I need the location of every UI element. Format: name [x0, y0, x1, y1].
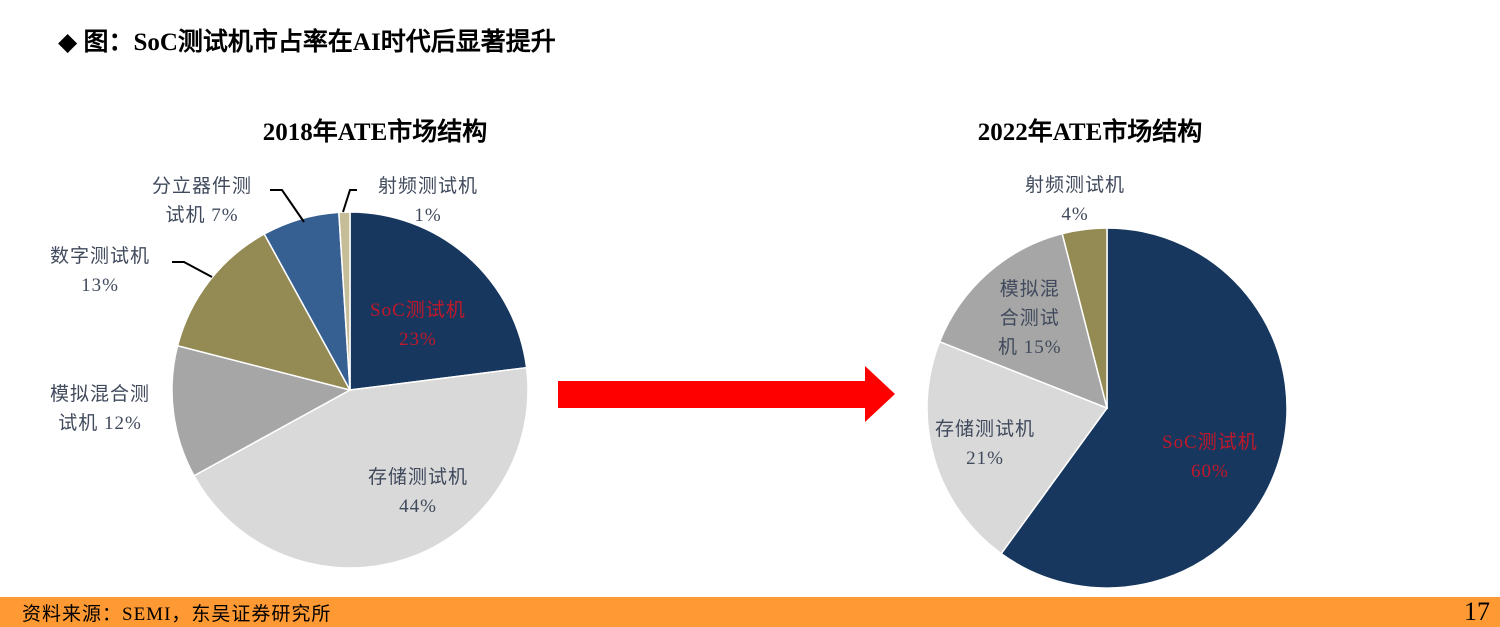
figure-title: ◆ 图：SoC测试机市占率在AI时代后显著提升 — [58, 29, 556, 56]
label-rf-2022: 射频测试机 4% — [1025, 175, 1126, 225]
pie-slice — [349, 211, 528, 391]
label-soc-2022: SoC测试机 60% — [1162, 432, 1258, 482]
pie-slice — [192, 366, 529, 569]
label-storage-2018: 存储测试机 44% — [368, 467, 469, 517]
pie-slice — [338, 211, 351, 391]
label-discrete-2018: 分立器件测 试机 7% — [152, 176, 253, 226]
footer-bar: 资料来源：SEMI，东吴证券研究所 17 — [0, 597, 1500, 627]
pie-slice — [938, 232, 1109, 410]
pie-2018 — [171, 211, 529, 569]
source-note: 资料来源：SEMI，东吴证券研究所 — [22, 604, 332, 625]
pie-slice — [1000, 227, 1288, 589]
label-storage-2022: 存储测试机 21% — [935, 419, 1036, 469]
pie-slice — [926, 340, 1109, 555]
label-rf-2018: 射频测试机 1% — [378, 176, 479, 226]
pie-slice — [171, 344, 353, 477]
pie-slice — [1061, 227, 1108, 409]
pie-slice — [176, 232, 352, 392]
page-number: 17 — [1464, 597, 1490, 626]
chart-title-2018: 2018年ATE市场结构 — [262, 119, 488, 146]
right-arrow — [558, 366, 895, 422]
label-digital-2018: 数字测试机 13% — [50, 246, 151, 296]
pie-2022 — [926, 227, 1288, 589]
leader-line-digital — [172, 261, 213, 278]
label-analog-2018: 模拟混合测 试机 12% — [50, 384, 151, 434]
label-soc-2018: SoC测试机 23% — [370, 300, 466, 350]
label-analog-2022: 模拟混 合测试机 15% — [998, 279, 1062, 358]
leader-line-rf — [342, 189, 357, 213]
leader-line-discrete — [270, 189, 305, 223]
chart-title-2022: 2022年ATE市场结构 — [977, 119, 1203, 146]
